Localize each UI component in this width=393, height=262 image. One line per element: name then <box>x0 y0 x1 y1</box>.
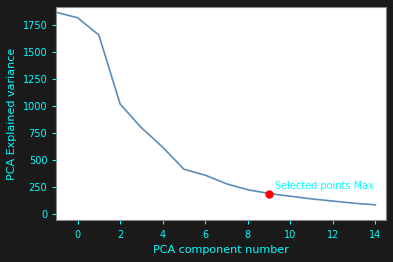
X-axis label: PCA component number: PCA component number <box>153 245 289 255</box>
Y-axis label: PCA Explained variance: PCA Explained variance <box>7 48 17 180</box>
Text: Selected points Max: Selected points Max <box>275 181 374 191</box>
Point <box>266 192 272 196</box>
